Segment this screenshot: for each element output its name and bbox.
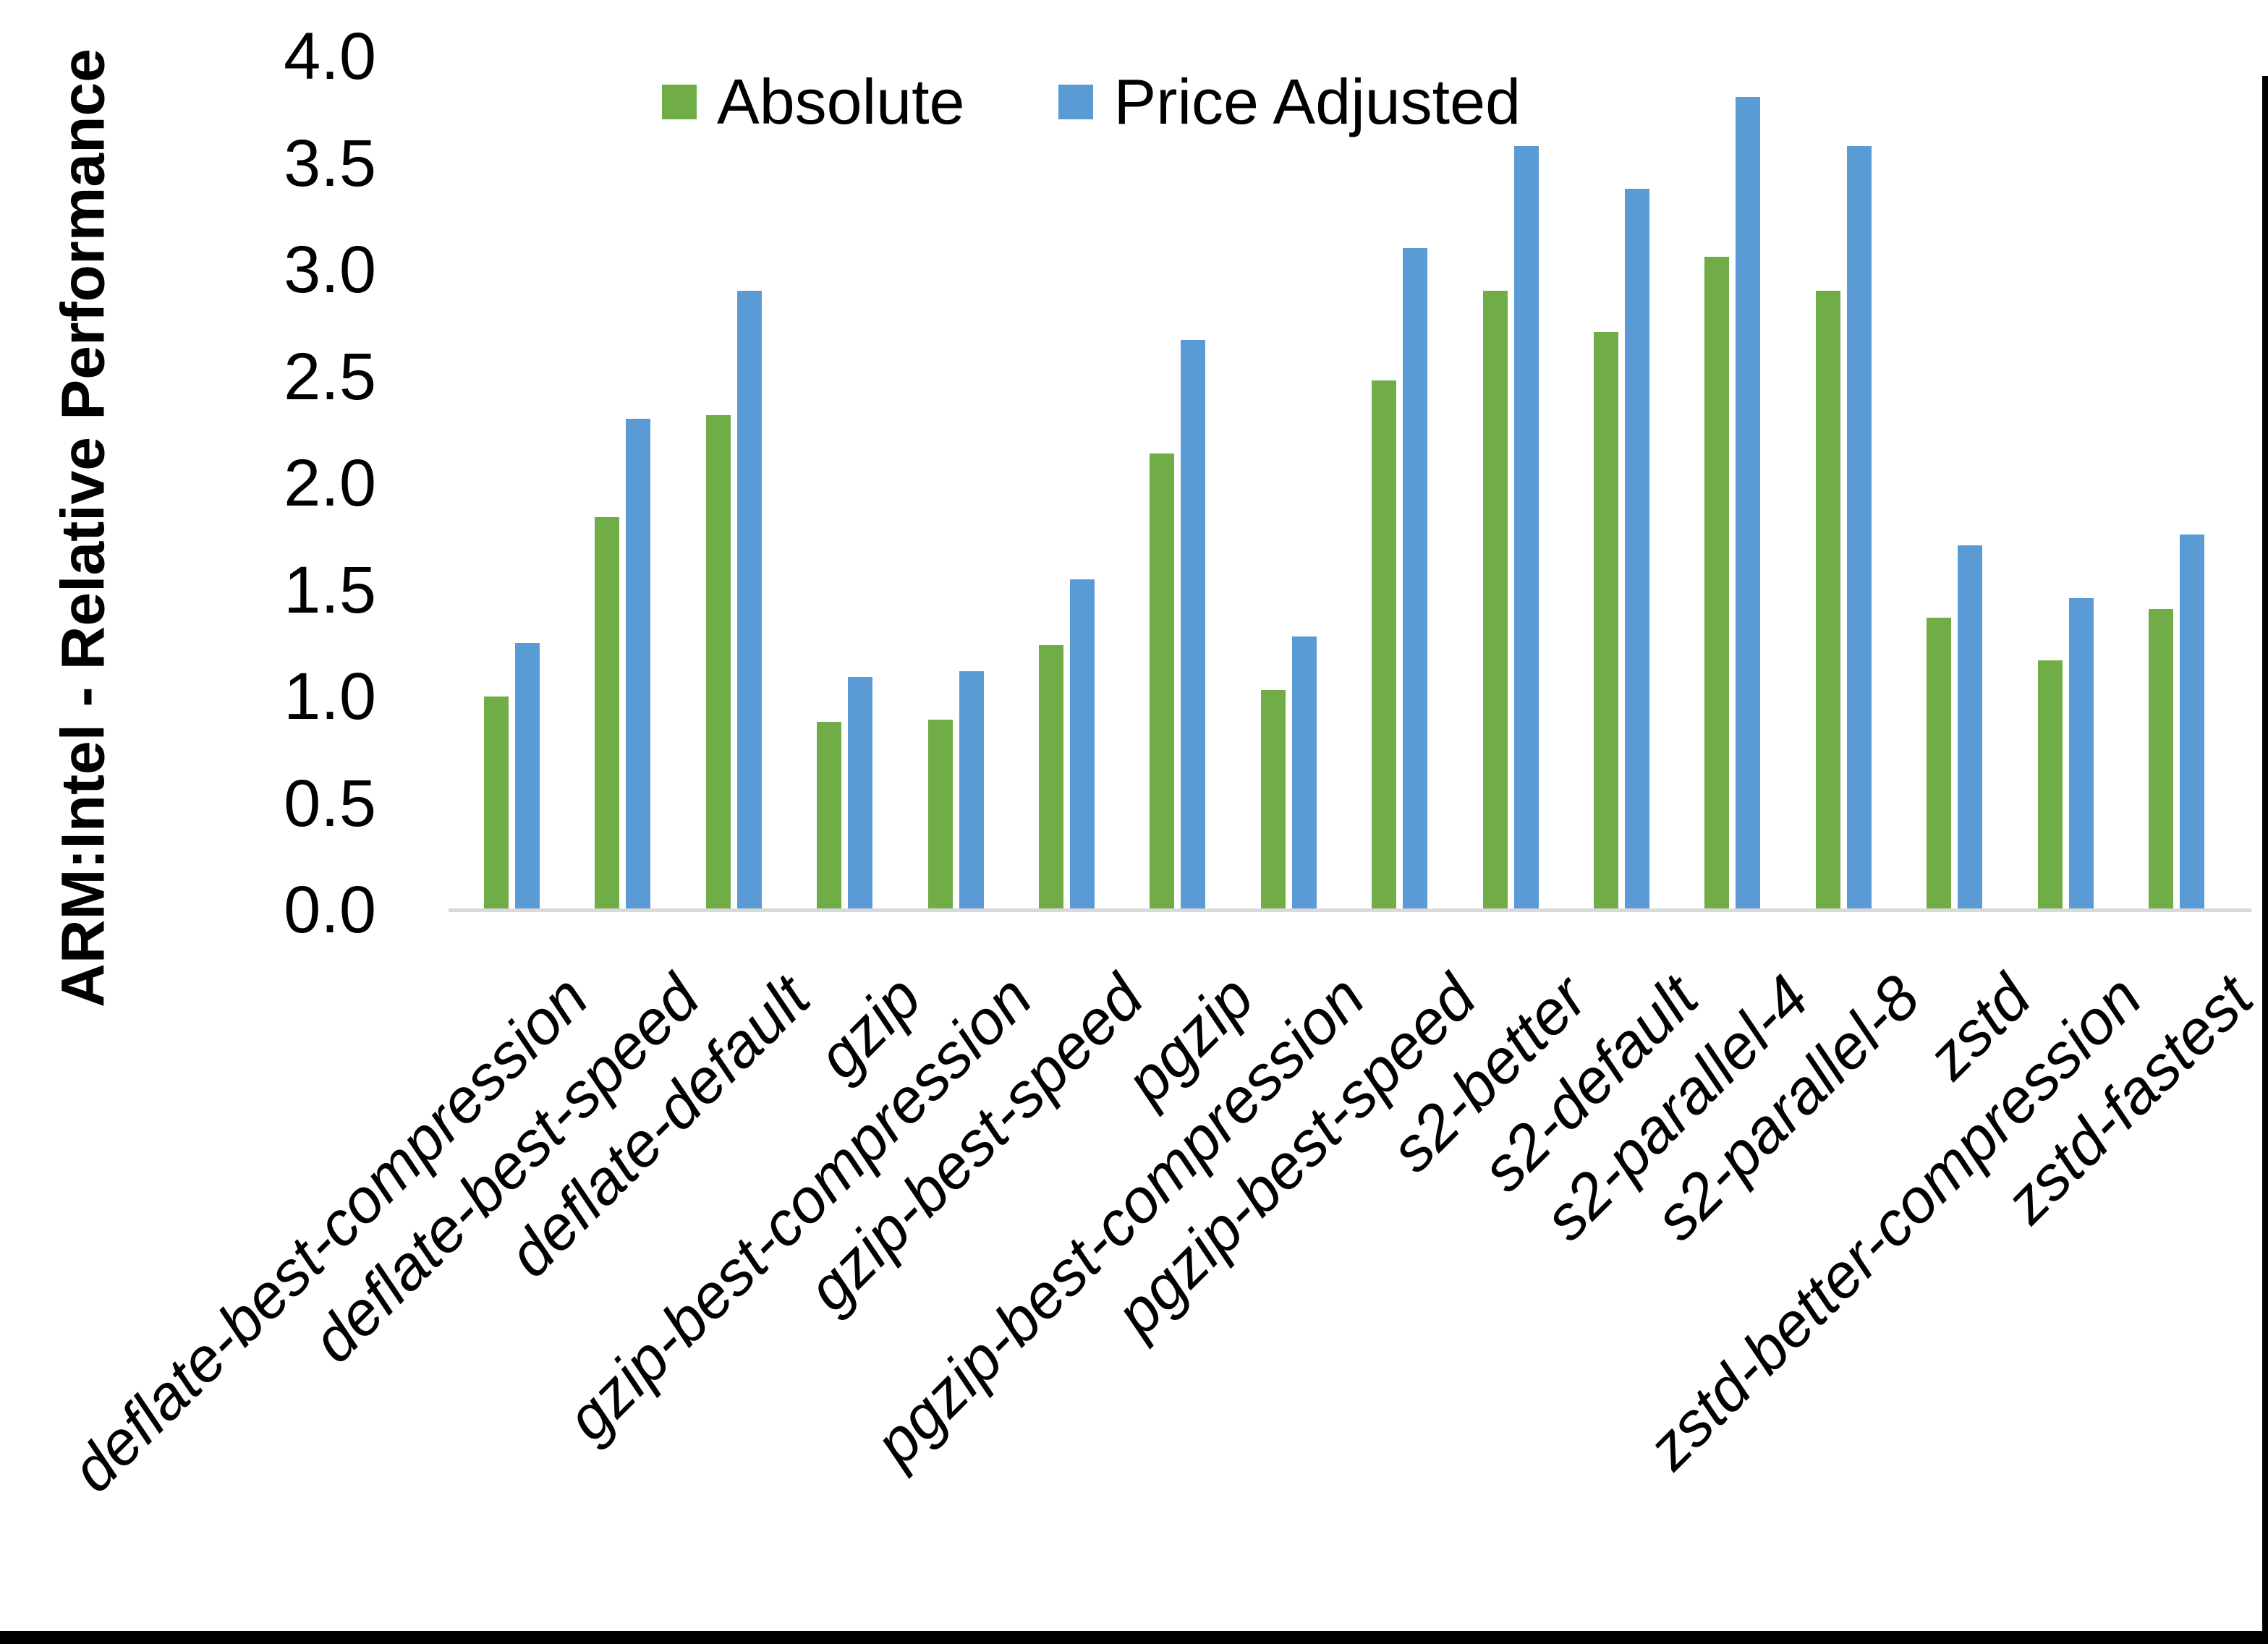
bar-zstd-better-compression-price-adjusted — [2069, 598, 2094, 910]
bar-pgzip-best-compression-absolute — [1261, 690, 1286, 910]
bar-zstd-price-adjusted — [1958, 545, 1982, 910]
bar-gzip-best-compression-absolute — [928, 720, 953, 910]
legend-label-absolute: Absolute — [717, 66, 965, 137]
bar-pgzip-best-compression-price-adjusted — [1292, 636, 1317, 910]
bar-deflate-default-absolute — [706, 415, 731, 910]
bar-gzip-price-adjusted — [848, 677, 872, 910]
y-tick-label: 1.0 — [284, 660, 376, 733]
bar-zstd-fastest-absolute — [2149, 609, 2173, 910]
bar-s2-better-price-adjusted — [1514, 146, 1539, 910]
bar-s2-parallel-8-price-adjusted — [1847, 146, 1872, 910]
bar-pgzip-absolute — [1150, 453, 1174, 910]
y-tick-label: 3.5 — [284, 126, 376, 200]
legend-item-price-adjusted: Price Adjusted — [1058, 65, 1521, 139]
bar-pgzip-best-speed-absolute — [1372, 380, 1396, 910]
y-tick-label: 2.5 — [284, 339, 376, 414]
bar-deflate-default-price-adjusted — [737, 291, 762, 910]
price-adjusted-series-swatch-icon — [1058, 85, 1094, 119]
bar-s2-parallel-4-price-adjusted — [1736, 97, 1760, 910]
bar-zstd-fastest-price-adjusted — [2180, 534, 2204, 910]
bar-gzip-absolute — [817, 722, 841, 910]
bar-s2-parallel-4-absolute — [1704, 257, 1729, 910]
bar-gzip-best-speed-price-adjusted — [1070, 579, 1095, 910]
bar-zstd-better-compression-absolute — [2038, 660, 2063, 910]
y-tick-label: 1.5 — [284, 553, 376, 627]
bar-pgzip-best-speed-price-adjusted — [1403, 248, 1427, 910]
image-right-border — [2262, 76, 2268, 1644]
bar-s2-default-price-adjusted — [1625, 189, 1649, 910]
bar-s2-default-absolute — [1594, 332, 1618, 910]
legend-item-absolute: Absolute — [662, 65, 964, 139]
bar-gzip-best-compression-price-adjusted — [959, 671, 984, 910]
bar-deflate-best-compression-absolute — [484, 697, 509, 910]
bar-pgzip-price-adjusted — [1181, 340, 1205, 910]
legend-label-price-adjusted: Price Adjusted — [1113, 66, 1521, 137]
legend: Absolute Price Adjusted — [662, 65, 1521, 139]
bar-deflate-best-compression-price-adjusted — [515, 643, 540, 910]
bar-deflate-best-speed-absolute — [595, 517, 619, 910]
y-tick-label: 2.0 — [284, 446, 376, 520]
y-tick-label: 4.0 — [284, 20, 376, 93]
x-axis-line — [449, 908, 2251, 912]
bar-deflate-best-speed-price-adjusted — [626, 419, 650, 910]
bar-zstd-absolute — [1927, 618, 1951, 910]
absolute-series-swatch-icon — [662, 85, 697, 119]
bar-s2-better-absolute — [1483, 291, 1508, 910]
bar-s2-parallel-8-absolute — [1816, 291, 1840, 910]
image-bottom-border — [0, 1631, 2268, 1644]
bar-gzip-best-speed-absolute — [1039, 645, 1063, 910]
y-tick-label: 0.0 — [284, 873, 376, 947]
y-tick-label: 0.5 — [284, 766, 376, 840]
y-tick-label: 3.0 — [284, 233, 376, 307]
